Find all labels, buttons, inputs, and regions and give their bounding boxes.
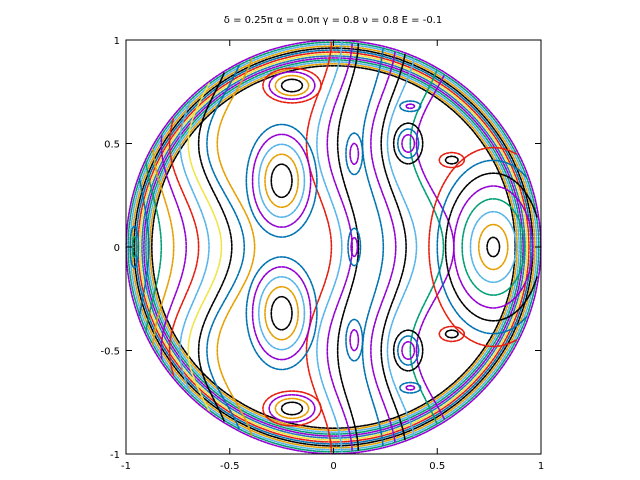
- x-tick-label: 1: [538, 461, 544, 472]
- island-orbit: [262, 390, 322, 427]
- boundary-orbit: [133, 47, 534, 447]
- orbit-band: [336, 43, 360, 451]
- data-layer: [125, 39, 542, 455]
- island-orbit: [392, 122, 424, 165]
- island-orbit: [270, 295, 293, 331]
- island-orbit: [397, 128, 420, 159]
- boundary-orbit: [139, 53, 528, 441]
- island-orbit: [268, 394, 316, 423]
- island-orbit: [251, 266, 312, 361]
- boundary-orbit: [147, 60, 520, 434]
- boundary-orbit: [145, 59, 522, 435]
- island-orbit: [392, 329, 424, 372]
- orbit-band: [326, 43, 353, 451]
- y-tick-label: -1: [110, 450, 120, 461]
- boundary-orbit: [149, 62, 518, 432]
- boundary-orbit: [150, 65, 516, 429]
- island-orbit: [349, 329, 360, 352]
- orbit-band: [168, 117, 200, 377]
- x-tick-label: 0.5: [429, 461, 445, 472]
- island-orbit: [478, 223, 509, 271]
- orbit-band: [160, 134, 187, 360]
- island-orbit: [345, 132, 364, 176]
- island-orbit: [428, 146, 518, 348]
- island-orbit: [251, 133, 312, 228]
- island-orbit: [347, 227, 362, 267]
- island-orbit: [280, 78, 304, 93]
- orbit-band: [370, 51, 397, 443]
- y-tick-label: 0.5: [104, 140, 120, 151]
- x-tick-label: 0: [330, 461, 336, 472]
- island-orbit: [397, 335, 420, 366]
- island-orbit: [405, 103, 416, 110]
- boundary-orbit: [143, 57, 524, 437]
- x-tick-label: -1: [121, 461, 131, 472]
- tick-layer: -1 -0.5 0 0.5 1 1 0.5 0 -0.5 -1: [100, 36, 544, 472]
- orbit-band: [305, 41, 333, 453]
- island-orbit: [258, 143, 306, 219]
- island-orbit: [405, 384, 416, 391]
- island-orbit: [444, 329, 459, 339]
- boundary-orbit: [141, 55, 526, 439]
- island-orbit: [245, 256, 318, 371]
- orbit-band: [187, 82, 223, 412]
- island-orbit: [258, 275, 306, 351]
- island-orbit: [399, 381, 422, 394]
- orbit-band: [206, 64, 246, 430]
- island-orbit: [350, 236, 359, 258]
- island-orbit: [444, 172, 538, 322]
- orbit-band: [361, 47, 385, 447]
- island-orbit: [280, 401, 304, 416]
- x-tick-label: -0.5: [220, 461, 240, 472]
- island-orbit: [262, 67, 322, 104]
- orbit-band: [152, 148, 175, 346]
- island-orbit: [453, 185, 534, 309]
- island-orbit: [264, 153, 299, 209]
- y-tick-label: -0.5: [100, 347, 120, 358]
- island-orbit: [131, 235, 138, 259]
- island-orbit: [399, 100, 422, 113]
- island-orbit: [438, 325, 465, 343]
- orbit-band: [145, 161, 163, 333]
- island-orbit: [438, 151, 465, 169]
- island-orbit: [245, 123, 318, 238]
- island-orbit: [486, 236, 501, 258]
- orbit-band: [386, 57, 418, 437]
- island-orbit: [264, 285, 299, 341]
- island-orbit: [436, 159, 527, 335]
- island-orbit: [461, 198, 526, 296]
- island-orbit: [270, 163, 293, 199]
- orbit-band: [316, 41, 343, 453]
- orbit-band: [380, 53, 407, 441]
- island-orbit: [274, 397, 310, 420]
- orbit-band: [179, 99, 210, 395]
- island-orbit: [345, 318, 364, 362]
- y-tick-label: 1: [114, 36, 120, 47]
- y-tick-label: 0: [114, 243, 120, 254]
- island-orbit: [469, 210, 517, 284]
- island-orbit: [268, 71, 316, 100]
- orbit-band: [216, 57, 256, 437]
- island-orbit: [274, 74, 310, 97]
- orbit-band: [197, 72, 233, 422]
- orbit-band: [138, 177, 150, 317]
- chart-title: δ = 0.25π α = 0.0π γ = 0.8 ν = 0.8 E = -…: [224, 15, 442, 26]
- island-orbit: [401, 134, 416, 153]
- island-orbit: [444, 155, 459, 165]
- island-orbit: [349, 142, 360, 165]
- island-orbit: [401, 341, 416, 360]
